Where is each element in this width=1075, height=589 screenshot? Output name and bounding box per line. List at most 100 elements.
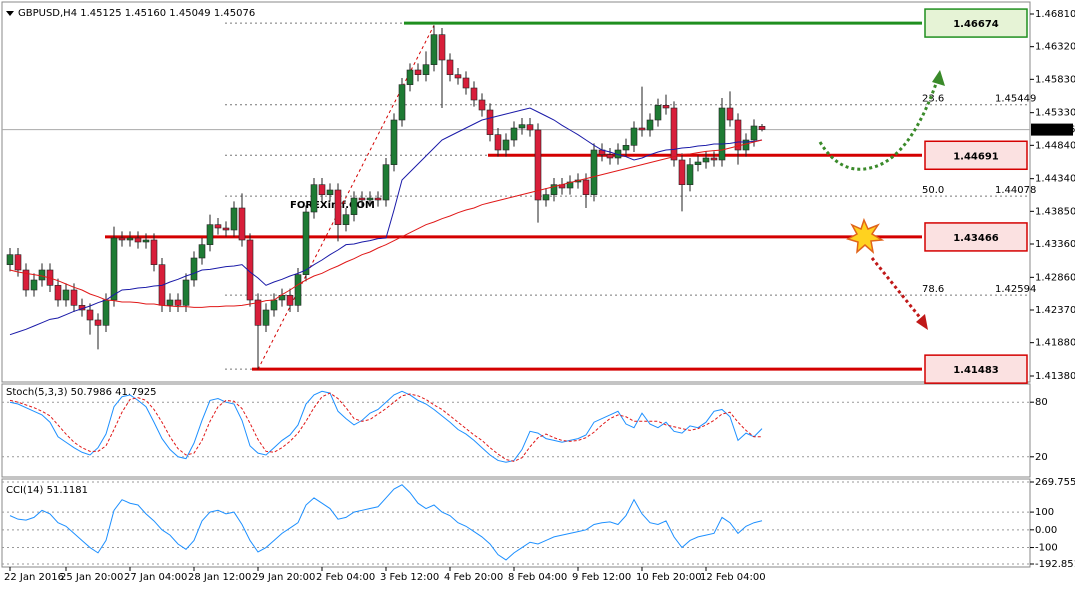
candle-body (390, 119, 398, 165)
candle-body (582, 179, 590, 195)
candle-body (350, 197, 358, 215)
fib-baseline (257, 25, 435, 370)
level-label: 1.41483 (953, 365, 999, 376)
fib-price: 1.44078 (995, 185, 1036, 196)
x-tick-label: 4 Feb 20:00 (444, 572, 503, 583)
y-tick-label: 1.42370 (1035, 305, 1075, 316)
indicator-line (9, 484, 763, 561)
candle-body (182, 279, 190, 306)
y-tick-label: 1.41880 (1035, 338, 1075, 349)
x-tick-label: 10 Feb 20:00 (636, 572, 702, 583)
candle-body (662, 105, 670, 109)
candle-body (502, 139, 510, 151)
candle-body (526, 124, 534, 131)
candle-body (262, 309, 270, 326)
candle-body (334, 189, 342, 225)
indicator-line (9, 392, 762, 462)
candle-body (238, 207, 246, 241)
y-tick-label: 269.755 (1035, 477, 1075, 488)
candle-body (438, 34, 446, 61)
candle-body (302, 211, 310, 275)
chart-title: GBPUSD,H4 1.45125 1.45160 1.45049 1.4507… (18, 8, 255, 19)
y-tick-label: -192.851 (1035, 559, 1075, 570)
candle-body (278, 295, 286, 301)
candle-body (622, 145, 630, 151)
y-tick-label: 1.41380 (1035, 371, 1075, 382)
candle-body (406, 69, 414, 85)
candle-body (462, 77, 470, 89)
candle-body (654, 105, 662, 121)
menu-triangle (6, 11, 14, 16)
candle-body (518, 124, 526, 129)
candle-body (6, 254, 14, 265)
fib-ratio: 50.0 (922, 185, 944, 196)
y-tick-label: 1.42860 (1035, 272, 1075, 283)
candle-body (510, 127, 518, 141)
x-tick-label: 9 Feb 12:00 (572, 572, 631, 583)
background-layer: FOREXimf.COM (290, 200, 375, 211)
candle-body (54, 285, 62, 301)
candle-body (550, 184, 558, 195)
main-panel (1, 1, 1031, 383)
candle-body (494, 134, 502, 151)
moving-average (9, 139, 763, 308)
level-label: 1.44691 (953, 151, 999, 162)
x-tick-label: 29 Jan 20:00 (252, 572, 315, 583)
x-tick-label: 28 Jan 12:00 (188, 572, 251, 583)
current-price-label: 1.45076 (1034, 125, 1075, 136)
candle-body (726, 107, 734, 121)
candle-body (342, 214, 350, 225)
level-label: 1.46674 (953, 19, 999, 30)
candle-body (358, 197, 366, 201)
candle-body (286, 295, 294, 306)
candle-body (22, 269, 30, 291)
candle-body (590, 149, 598, 195)
bullish-arrowhead (932, 70, 945, 86)
y-tick-label: 80 (1035, 397, 1048, 408)
breakout-star (846, 217, 885, 254)
candle-body (670, 107, 678, 161)
candle-body (326, 189, 334, 195)
candle-body (198, 244, 206, 259)
y-tick-label: 1.43850 (1035, 206, 1075, 217)
y-tick-label: 20 (1035, 452, 1048, 463)
candle-body (270, 299, 278, 311)
candle-body (174, 299, 182, 306)
candle-body (310, 184, 318, 213)
candle-body (246, 239, 254, 301)
candle-body (134, 237, 142, 243)
candle-body (686, 164, 694, 185)
level-box (924, 8, 1028, 38)
y-tick-label: 1.44340 (1035, 174, 1075, 185)
x-tick-label: 3 Feb 12:00 (380, 572, 439, 583)
candle-body (86, 309, 94, 321)
watermark: FOREXimf.COM (290, 200, 375, 211)
fib-ratio: 23.6 (922, 94, 944, 105)
candle-body (470, 87, 478, 101)
x-tick-label: 22 Jan 2016 (4, 572, 64, 583)
y-tick-label: 100 (1035, 507, 1054, 518)
candle-body (478, 99, 486, 111)
candle-body (110, 237, 118, 301)
candle-body (118, 237, 126, 241)
x-tick-label: 2 Feb 04:00 (316, 572, 375, 583)
candle-body (70, 289, 78, 306)
candle-body (702, 157, 710, 163)
x-tick-label: 25 Jan 20:00 (60, 572, 123, 583)
candle-body (422, 64, 430, 75)
candle-body (542, 194, 550, 201)
x-tick-label: 8 Feb 04:00 (508, 572, 567, 583)
x-tick-label: 27 Jan 04:00 (124, 572, 187, 583)
level-box (924, 140, 1028, 171)
panel-title: Stoch(5,3,3) 50.7986 41.7925 (6, 387, 157, 398)
fib-price: 1.45449 (995, 94, 1036, 105)
candle-body (206, 224, 214, 245)
candle-body (230, 207, 238, 231)
candle-body (414, 69, 422, 75)
level-label: 1.43466 (953, 233, 999, 244)
y-tick-label: 1.45330 (1035, 108, 1075, 119)
x-tick-label: 12 Feb 04:00 (700, 572, 766, 583)
candle-body (678, 159, 686, 185)
candle-body (374, 197, 382, 201)
candle-body (638, 127, 646, 131)
